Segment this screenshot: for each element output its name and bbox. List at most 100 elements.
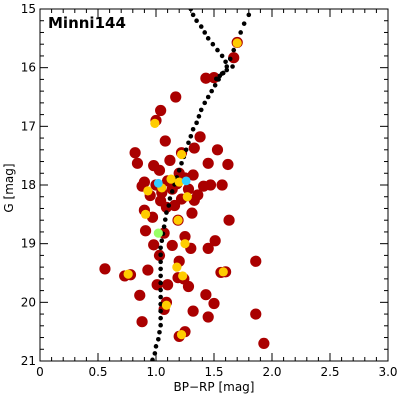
- member-star-point: [143, 186, 153, 196]
- x-axis-label: BP−RP [mag]: [174, 380, 255, 394]
- field-star-point: [211, 144, 224, 156]
- field-star-point: [202, 157, 214, 169]
- field-star-point: [202, 311, 214, 323]
- isochrone-point: [158, 322, 163, 328]
- x-tick-label: 1.5: [204, 365, 223, 379]
- member-star-point: [173, 215, 183, 225]
- member-star-point: [182, 192, 192, 202]
- isochrone-point: [214, 76, 219, 82]
- member-star-point: [161, 300, 172, 310]
- isochrone-point: [230, 64, 235, 69]
- isochrone-point: [210, 41, 216, 47]
- field-star-point: [166, 239, 178, 252]
- isochrone-point: [227, 56, 233, 62]
- y-tick-label: 21: [21, 354, 36, 368]
- field-star-point: [209, 235, 221, 247]
- isochrone-point: [156, 336, 161, 342]
- isochrone-point: [158, 287, 163, 293]
- field-star-point: [187, 305, 199, 317]
- member-star-point: [123, 269, 133, 279]
- field-star-point: [223, 214, 235, 226]
- isochrone-point: [198, 24, 204, 29]
- field-star-point: [182, 280, 195, 293]
- isochrone-point: [198, 107, 204, 113]
- field-star-point: [182, 183, 195, 195]
- isochrone-point: [158, 273, 163, 279]
- isochrone-point: [217, 73, 223, 79]
- isochrone-point: [231, 47, 237, 53]
- isochrone-point: [194, 120, 199, 126]
- isochrone-point: [224, 64, 230, 69]
- top-prob-star-point: [181, 176, 191, 186]
- isochrone-point: [188, 134, 194, 139]
- field-star-point: [159, 135, 171, 147]
- isochrone-point: [223, 59, 228, 65]
- field-star-point: [202, 242, 214, 254]
- isochrone-point: [150, 357, 155, 361]
- isochrone-point: [158, 280, 163, 286]
- field-star-point: [168, 199, 181, 212]
- isochrone-point: [205, 94, 211, 100]
- isochrone-point: [224, 67, 230, 73]
- field-star-point: [170, 91, 182, 103]
- member-star-point: [176, 149, 187, 160]
- field-star-point: [258, 337, 270, 349]
- isochrone-point: [220, 70, 226, 76]
- y-tick-label: 16: [21, 61, 36, 75]
- member-star-point: [180, 239, 190, 249]
- plot-area: [99, 9, 270, 361]
- isochrone-point: [158, 301, 163, 307]
- field-star-point: [250, 255, 262, 267]
- x-tick-label: 0: [36, 365, 44, 379]
- field-star-point: [148, 239, 160, 251]
- isochrone-point: [209, 88, 214, 94]
- isochrone-point: [161, 224, 167, 229]
- isochrone-point: [176, 168, 182, 173]
- y-axis-label: G [mag]: [2, 163, 16, 212]
- isochrone-point: [158, 308, 163, 314]
- member-star-point: [174, 177, 184, 187]
- isochrone-point: [238, 30, 243, 35]
- field-star-point: [153, 164, 166, 176]
- isochrone-point: [202, 30, 208, 35]
- isochrone-point: [167, 196, 173, 201]
- isochrone-point: [246, 12, 252, 18]
- field-star-point: [216, 179, 228, 191]
- field-star-point: [136, 316, 148, 328]
- isochrone-point: [159, 238, 165, 244]
- member-star-point: [232, 38, 242, 48]
- isochrone-point: [212, 82, 218, 88]
- y-tick-label: 17: [21, 119, 36, 133]
- isochrone-point: [158, 266, 163, 272]
- member-star-point: [166, 174, 176, 184]
- isochrone-point: [205, 36, 211, 41]
- top-prob-star-point: [153, 178, 163, 188]
- field-star-point: [179, 231, 191, 243]
- member-star-point: [172, 262, 182, 272]
- axes: 0 0.5 1.0 1.5 2.0 2.5 3.0 15 16 17 18 19 20 21: [21, 2, 398, 379]
- x-tick-label: 1.0: [146, 365, 165, 379]
- x-tick-label: 3.0: [378, 365, 397, 379]
- isochrone-point: [166, 203, 172, 208]
- isochrone-point: [202, 100, 208, 106]
- isochrone-point: [215, 47, 220, 53]
- field-star-point: [155, 104, 167, 117]
- chart-title: Minni144: [48, 14, 126, 32]
- isochrone-point: [190, 126, 196, 132]
- member-star-point: [176, 330, 187, 340]
- member-star-point: [140, 209, 151, 219]
- isochrone-point: [190, 12, 196, 18]
- field-star-point: [222, 158, 234, 171]
- field-star-point: [162, 279, 174, 291]
- field-star-point: [139, 225, 152, 237]
- isochrone-point: [158, 252, 163, 258]
- y-tick-label: 20: [21, 295, 36, 309]
- member-star-point: [150, 118, 160, 128]
- field-star-point: [99, 263, 111, 275]
- field-star-point: [134, 289, 146, 301]
- isochrone-point: [162, 217, 168, 222]
- field-star-point: [200, 72, 212, 84]
- field-star-point: [129, 147, 141, 159]
- high-prob-star-point: [153, 228, 163, 238]
